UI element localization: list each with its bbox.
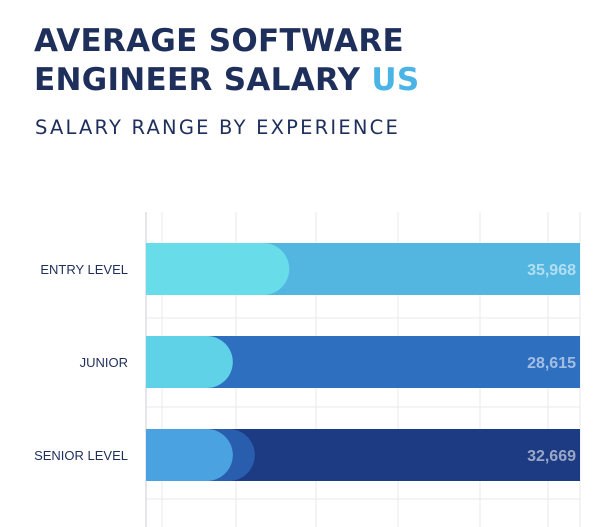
bar-highlight (146, 429, 233, 481)
bar-group (146, 429, 580, 481)
chart-title-line-2-main: ENGINEER SALARY (34, 62, 361, 98)
chart-title-line-2: ENGINEER SALARY US (34, 61, 419, 100)
category-label: ENTRY LEVEL (40, 262, 128, 277)
category-label: SENIOR LEVEL (34, 448, 128, 463)
bar-group (146, 243, 580, 295)
bar-highlight (146, 243, 290, 295)
chart-subtitle: SALARY RANGE BY EXPERIENCE (35, 116, 400, 139)
bar-value-label: 28,615 (527, 355, 576, 372)
bar-highlight (146, 336, 233, 388)
chart-title: AVERAGE SOFTWARE ENGINEER SALARY US (34, 22, 419, 100)
bar-value-label: 32,669 (527, 448, 576, 465)
chart-title-line-1: AVERAGE SOFTWARE (34, 23, 404, 59)
category-label: JUNIOR (80, 355, 128, 370)
bar-value-label: 35,968 (527, 262, 576, 279)
chart-title-accent: US (371, 62, 420, 98)
bar-group (146, 336, 580, 388)
chart-bars: 35,968 ENTRY LEVEL 28,615 JUNIOR 32,669 SENIO… (34, 243, 580, 481)
